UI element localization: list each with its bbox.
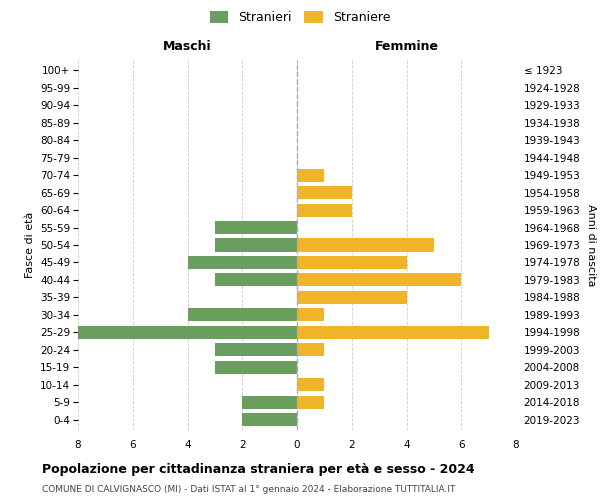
- Bar: [215, 360, 297, 374]
- Bar: [215, 238, 297, 252]
- Bar: [297, 274, 461, 286]
- Bar: [297, 204, 352, 216]
- Bar: [297, 326, 488, 339]
- Text: Popolazione per cittadinanza straniera per età e sesso - 2024: Popolazione per cittadinanza straniera p…: [42, 462, 475, 475]
- Bar: [297, 396, 325, 408]
- Bar: [297, 378, 325, 391]
- Y-axis label: Fasce di età: Fasce di età: [25, 212, 35, 278]
- Bar: [297, 238, 434, 252]
- Bar: [215, 274, 297, 286]
- Bar: [297, 168, 325, 181]
- Text: Femmine: Femmine: [374, 40, 439, 52]
- Bar: [215, 343, 297, 356]
- Bar: [187, 256, 297, 269]
- Bar: [78, 326, 297, 339]
- Legend: Stranieri, Straniere: Stranieri, Straniere: [205, 6, 395, 29]
- Bar: [187, 308, 297, 322]
- Bar: [242, 396, 297, 408]
- Y-axis label: Anni di nascita: Anni di nascita: [586, 204, 596, 286]
- Bar: [297, 186, 352, 199]
- Bar: [297, 343, 325, 356]
- Bar: [297, 291, 407, 304]
- Bar: [215, 221, 297, 234]
- Text: Maschi: Maschi: [163, 40, 212, 52]
- Bar: [297, 256, 407, 269]
- Bar: [242, 413, 297, 426]
- Bar: [297, 308, 325, 322]
- Text: COMUNE DI CALVIGNASCO (MI) - Dati ISTAT al 1° gennaio 2024 - Elaborazione TUTTIT: COMUNE DI CALVIGNASCO (MI) - Dati ISTAT …: [42, 485, 455, 494]
